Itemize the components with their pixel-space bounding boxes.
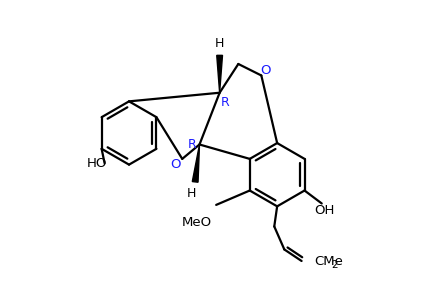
- Text: 2: 2: [331, 260, 338, 270]
- Text: O: O: [170, 158, 181, 171]
- Text: H: H: [187, 187, 196, 200]
- Text: O: O: [260, 64, 270, 77]
- Text: H: H: [215, 37, 224, 50]
- Polygon shape: [217, 55, 222, 93]
- Text: R: R: [221, 96, 230, 109]
- Text: MeO: MeO: [182, 216, 212, 229]
- Text: OH: OH: [315, 204, 335, 217]
- Text: CMe: CMe: [315, 255, 344, 268]
- Text: HO: HO: [87, 157, 107, 170]
- Text: R: R: [187, 138, 196, 151]
- Polygon shape: [192, 144, 199, 182]
